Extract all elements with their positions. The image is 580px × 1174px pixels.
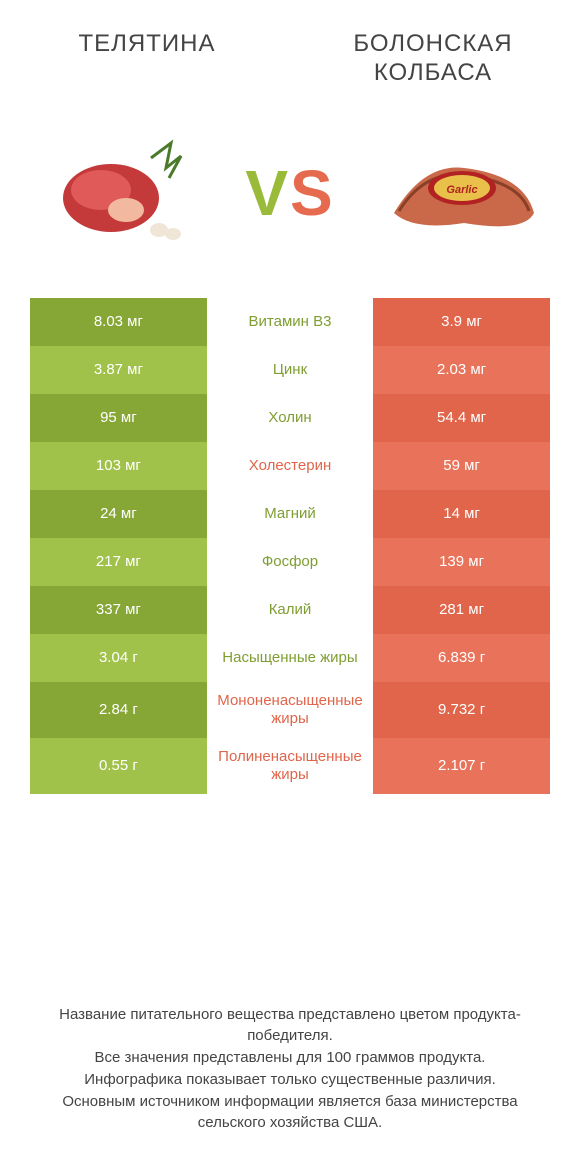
value-right: 9.732 г [373,682,550,738]
value-right: 2.107 г [373,738,550,794]
table-row: 8.03 мгВитамин B33.9 мг [30,298,550,346]
veal-icon [41,138,191,248]
nutrient-label: Калий [207,586,373,634]
footer-line: Все значения представлены для 100 граммо… [28,1047,552,1069]
table-row: 2.84 гМононенасыщенные жиры9.732 г [30,682,550,738]
value-right: 14 мг [373,490,550,538]
nutrient-label: Мононенасыщенные жиры [207,682,373,738]
nutrient-label: Фосфор [207,538,373,586]
value-left: 2.84 г [30,682,207,738]
value-left: 103 мг [30,442,207,490]
nutrient-label: Насыщенные жиры [207,634,373,682]
vs-s: S [290,157,335,229]
table-row: 24 мгМагний14 мг [30,490,550,538]
value-right: 139 мг [373,538,550,586]
value-left: 0.55 г [30,738,207,794]
svg-text:Garlic: Garlic [447,184,478,196]
nutrient-label: Холестерин [207,442,373,490]
value-right: 59 мг [373,442,550,490]
title-right: БОЛОНСКАЯ КОЛБАСА [316,30,550,88]
footer-notes: Название питательного вещества представл… [0,1004,580,1135]
table-row: 103 мгХолестерин59 мг [30,442,550,490]
product-image-left [30,133,202,253]
value-right: 54.4 мг [373,394,550,442]
comparison-table: 8.03 мгВитамин B33.9 мг3.87 мгЦинк2.03 м… [30,298,550,794]
value-left: 24 мг [30,490,207,538]
value-right: 281 мг [373,586,550,634]
footer-line: Название питательного вещества представл… [28,1004,552,1048]
value-right: 6.839 г [373,634,550,682]
title-left: ТЕЛЯТИНА [30,30,264,58]
table-row: 217 мгФосфор139 мг [30,538,550,586]
value-left: 95 мг [30,394,207,442]
nutrient-label: Витамин B3 [207,298,373,346]
value-right: 2.03 мг [373,346,550,394]
vs-row: VS Garlic [0,98,580,298]
nutrient-label: Холин [207,394,373,442]
vs-v: V [245,157,290,229]
table-row: 337 мгКалий281 мг [30,586,550,634]
value-left: 3.87 мг [30,346,207,394]
table-row: 0.55 гПолиненасыщенные жиры2.107 г [30,738,550,794]
value-right: 3.9 мг [373,298,550,346]
product-image-right: Garlic [378,133,550,253]
footer-line: Инфографика показывает только существенн… [28,1069,552,1091]
table-row: 3.04 гНасыщенные жиры6.839 г [30,634,550,682]
table-row: 3.87 мгЦинк2.03 мг [30,346,550,394]
nutrient-label: Полиненасыщенные жиры [207,738,373,794]
value-left: 217 мг [30,538,207,586]
footer-line: Основным источником информации является … [28,1091,552,1135]
value-left: 3.04 г [30,634,207,682]
value-left: 337 мг [30,586,207,634]
value-left: 8.03 мг [30,298,207,346]
vs-label: VS [204,156,376,230]
bologna-icon: Garlic [384,143,544,243]
table-row: 95 мгХолин54.4 мг [30,394,550,442]
header: ТЕЛЯТИНА БОЛОНСКАЯ КОЛБАСА [0,0,580,98]
nutrient-label: Цинк [207,346,373,394]
nutrient-label: Магний [207,490,373,538]
